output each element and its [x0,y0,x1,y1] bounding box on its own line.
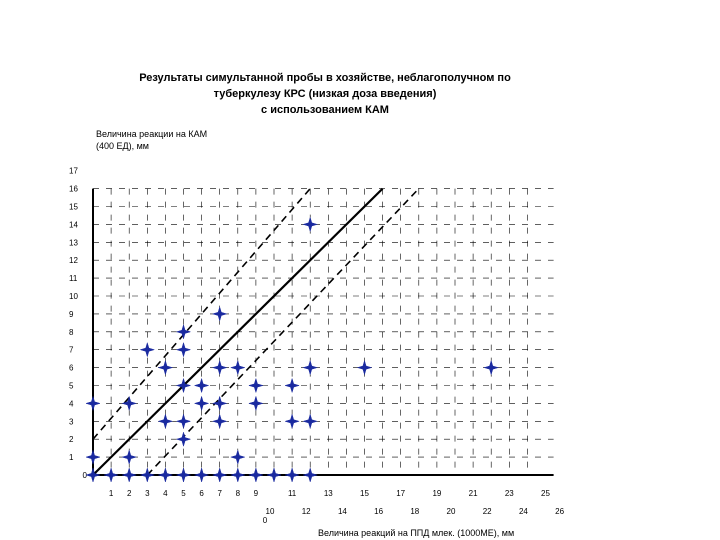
data-point [85,449,101,465]
data-point [284,413,300,430]
data-point [211,467,228,483]
x-tick-label: 11 [288,489,297,498]
x-tick-label: 7 [217,489,222,498]
x-tick-label: 0 [263,516,268,525]
y-tick-label: 13 [69,238,78,247]
y-tick-label: 5 [69,382,74,391]
x-tick-label: 17 [396,489,405,498]
y-tick-label: 7 [69,346,74,355]
y-axis-label-line-1: Величина реакции на КАМ [96,129,208,139]
x-tick-label: 5 [181,489,186,498]
y-tick-label: 8 [69,328,74,337]
x-tick-label: 24 [519,507,528,516]
x-tick-label: 22 [483,507,492,516]
y-tick-label: 14 [69,220,78,229]
x-tick-label: 21 [469,489,478,498]
data-point [193,467,210,483]
x-tick-label: 1 [109,489,114,498]
y-axis-label: Величина реакции на КАМ (400 ЕД), мм [96,128,207,152]
data-point [302,359,319,376]
y-tick-label: 4 [69,399,74,408]
data-point [211,359,228,376]
x-tick-label: 8 [236,489,241,498]
data-point [229,467,246,483]
y-axis-label-line-2: (400 ЕД), мм [96,141,149,151]
data-point [302,216,319,233]
data-point [284,467,300,483]
x-tick-label: 4 [163,489,168,498]
data-point [266,467,282,483]
x-tick-label: 20 [447,507,456,516]
chart-title-line-2: туберкулезу КРС (низкая доза введения) [213,88,437,100]
data-point [175,413,192,430]
x-tick-label: 6 [199,489,204,498]
y-tick-label: 3 [69,417,74,426]
data-point [85,395,101,412]
data-point [248,395,264,412]
data-point [139,341,156,358]
data-point [157,359,174,376]
chart-title-line-1: Результаты симультанной пробы в хозяйств… [139,72,511,84]
x-tick-label: 23 [505,489,514,498]
data-point [175,467,192,483]
x-tick-label: 16 [374,507,383,516]
data-point [121,467,138,483]
x-tick-label: 9 [254,489,259,498]
data-point [157,413,174,430]
x-tick-label: 25 [541,489,550,498]
y-tick-label: 6 [69,364,74,373]
x-tick-label: 18 [410,507,419,516]
data-point [302,467,319,483]
data-point [157,467,174,483]
x-tick-label: 19 [432,489,441,498]
data-point [248,377,264,394]
x-tick-label: 10 [266,507,275,516]
y-tick-label: 17 [69,167,78,176]
boundary-line-dashed [92,188,311,440]
data-point [284,377,300,394]
x-axis-label: Величина реакций на ППД млек. (1000МЕ), … [318,528,515,538]
x-tick-label: 15 [360,489,369,498]
x-tick-label: 13 [324,489,333,498]
y-tick-label: 11 [69,274,78,283]
data-point [175,431,192,448]
data-point [121,449,138,465]
data-point [356,359,373,376]
y-tick-label: 16 [69,185,78,194]
y-tick-label: 1 [69,453,74,462]
data-point [139,467,156,483]
data-point [248,467,264,483]
data-point [211,395,228,412]
data-point [229,359,246,376]
x-tick-label: 26 [555,507,564,516]
y-tick-label: 9 [69,310,74,319]
equality-line [92,187,384,476]
data-point [193,377,210,394]
data-point [175,323,192,340]
data-point [175,341,192,358]
y-tick-label: 0 [83,471,88,480]
data-point [103,467,119,483]
x-tick-label: 12 [302,507,311,516]
data-point [302,413,319,430]
data-point [85,467,101,483]
data-point [175,377,192,394]
data-point [211,306,228,322]
y-tick-label: 10 [69,292,78,301]
data-point [121,395,138,412]
y-tick-label: 12 [69,256,78,265]
x-tick-label: 2 [127,489,132,498]
data-point [229,449,246,465]
chart-title-line-3: с использованием КАМ [261,104,389,116]
data-point [211,413,228,430]
x-tick-label: 3 [145,489,150,498]
chart-title: Результаты симультанной пробы в хозяйств… [60,70,590,118]
x-tick-label: 14 [338,507,347,516]
data-point [193,395,210,412]
y-tick-label: 15 [69,203,78,212]
y-tick-label: 2 [69,435,74,444]
data-point [483,359,500,376]
boundary-line-dashed [146,188,420,476]
